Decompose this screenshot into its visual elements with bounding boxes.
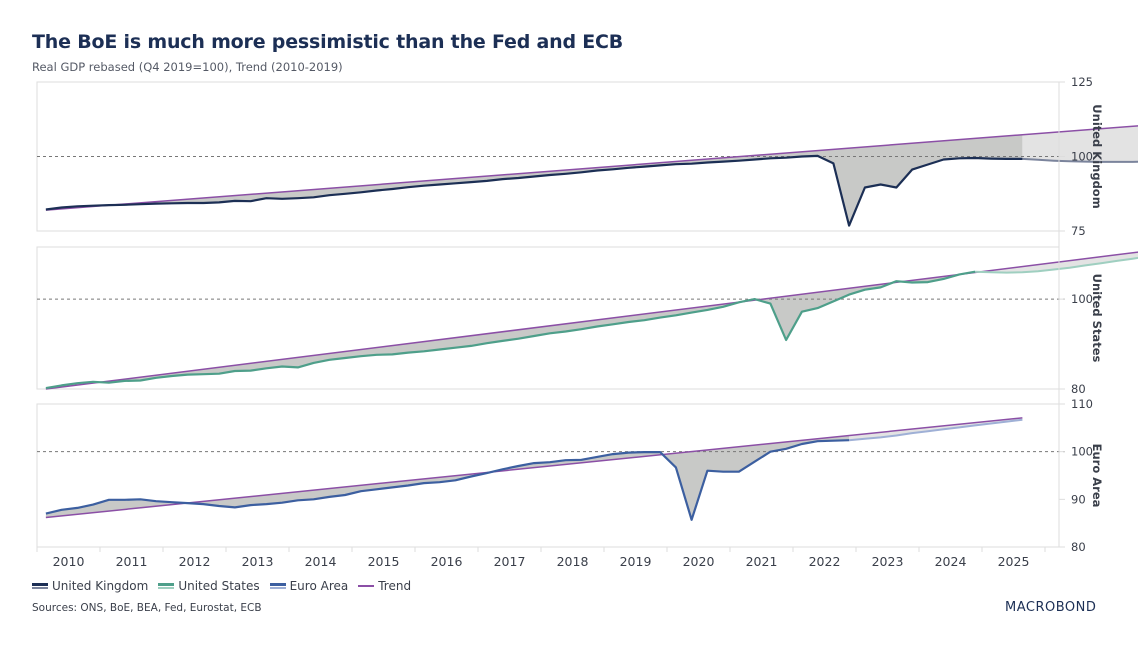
y-tick-label: 100	[1071, 292, 1093, 306]
forecast-line	[849, 418, 1023, 442]
trend-line	[45, 125, 1138, 211]
legend-label-trend: Trend	[378, 579, 412, 593]
legend-swatch-uk	[32, 583, 48, 589]
gap-area-actual	[45, 134, 1023, 226]
x-tick-label: 2014	[305, 554, 337, 569]
legend-swatch-trend	[358, 583, 375, 589]
legend-label-us: United States	[178, 579, 260, 593]
trend-line	[45, 417, 1023, 519]
x-tick-label: 2024	[935, 554, 967, 569]
actual-line	[45, 270, 976, 390]
x-tick-label: 2019	[620, 554, 652, 569]
gap-area-actual	[45, 271, 976, 389]
y-tick-label: 125	[1071, 75, 1093, 89]
x-tick-label: 2011	[116, 554, 148, 569]
x-tick-label: 2020	[683, 554, 715, 569]
x-tick-label: 2023	[872, 554, 904, 569]
gap-area-forecast	[849, 417, 1023, 441]
legend-item-ea[interactable]: Euro Area	[269, 579, 349, 593]
y-tick-label: 80	[1071, 382, 1086, 396]
forecast-line	[975, 256, 1138, 274]
legend-swatch-ea	[269, 583, 286, 589]
panel-united-kingdom: 75 100 125 United Kingdom	[36, 75, 1138, 238]
y-tick-label: 80	[1071, 540, 1086, 554]
gap-area-actual	[45, 435, 850, 520]
x-tick-label: 2012	[179, 554, 211, 569]
panel-label-euro-area: Euro Area	[1090, 444, 1104, 508]
sources-note: Sources: ONS, BoE, BEA, Fed, Eurostat, E…	[32, 602, 262, 614]
x-tick-label: 2021	[746, 554, 778, 569]
x-tick-label: 2018	[557, 554, 589, 569]
panel-label-united-kingdom: United Kingdom	[1090, 104, 1104, 208]
chart-subtitle: Real GDP rebased (Q4 2019=100), Trend (2…	[32, 60, 343, 74]
x-tick-label: 2016	[431, 554, 463, 569]
y-tick-label: 75	[1071, 224, 1086, 238]
actual-line	[45, 439, 850, 521]
chart-title: The BoE is much more pessimistic than th…	[32, 31, 624, 53]
x-tick-label: 2010	[53, 554, 85, 569]
legend-label-ea: Euro Area	[289, 579, 349, 593]
macrobond-logo: MACROBOND	[1005, 600, 1097, 615]
panel-frame	[36, 246, 1060, 390]
x-tick-label: 2015	[368, 554, 400, 569]
legend-item-trend[interactable]: Trend	[358, 579, 411, 593]
legend-item-uk[interactable]: United Kingdom	[32, 579, 148, 593]
legend: United Kingdom United States Euro Area T…	[32, 579, 415, 593]
y-tick-label: 100	[1071, 150, 1093, 164]
x-tick-label: 2025	[998, 554, 1030, 569]
panel-label-united-states: United States	[1090, 274, 1104, 363]
y-tick-label: 100	[1071, 445, 1093, 459]
gap-area-forecast	[1022, 125, 1138, 162]
legend-item-us[interactable]: United States	[158, 579, 260, 593]
x-tick-label: 2022	[809, 554, 841, 569]
trend-line	[45, 251, 1138, 390]
x-tick-label: 2013	[242, 554, 274, 569]
legend-label-uk: United Kingdom	[52, 579, 149, 593]
actual-line	[45, 154, 1023, 227]
y-tick-label: 90	[1071, 492, 1086, 506]
forecast-line	[1022, 157, 1138, 163]
y-tick-label: 110	[1071, 397, 1093, 411]
panel-frame	[36, 403, 1060, 548]
panel-euro-area: 80 90 100 110 Euro Area	[36, 397, 1104, 554]
legend-swatch-us	[158, 583, 175, 589]
x-tick-label: 2017	[494, 554, 526, 569]
